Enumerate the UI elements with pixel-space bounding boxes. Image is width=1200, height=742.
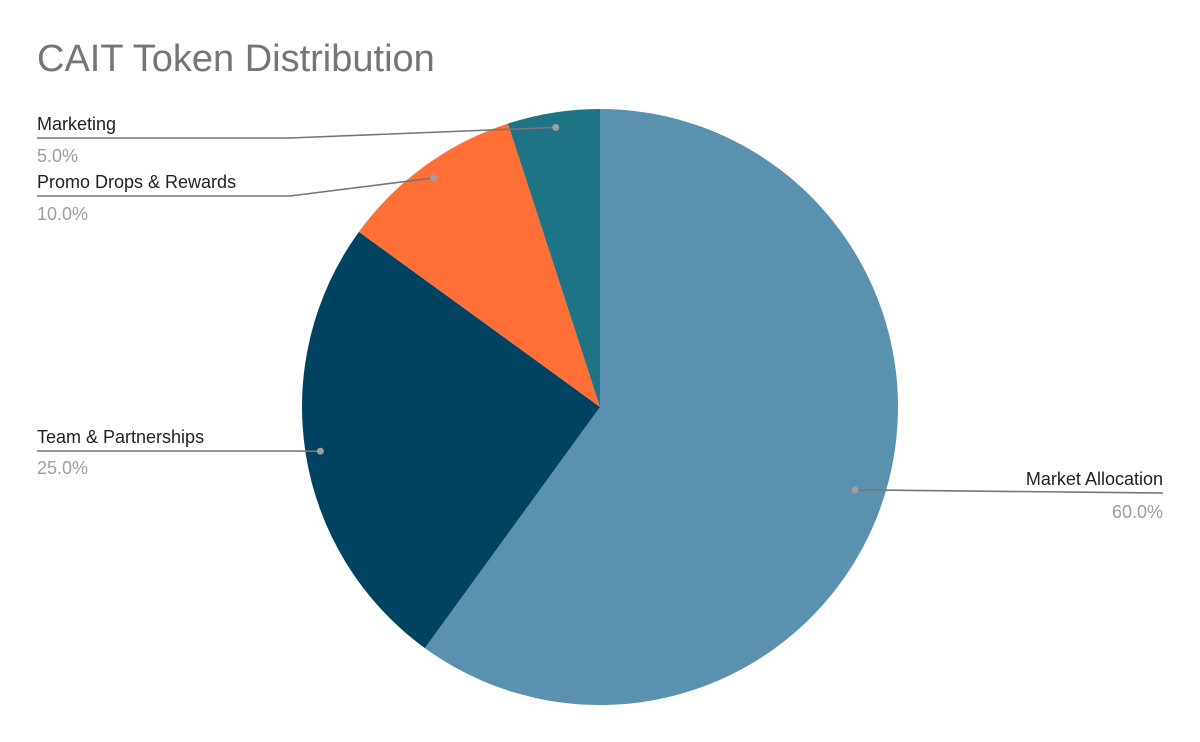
slices-layer: [302, 109, 898, 706]
leader-line-marketing: [37, 126, 556, 139]
slice-label-team-and-partnerships: Team & Partnerships: [37, 427, 204, 447]
callout-labels-layer: Market Allocation 60.0% Team & Partnership…: [37, 114, 1163, 522]
pie-slice-promo-drops-and-rewards: [358, 123, 600, 408]
slice-label-marketing: Marketing: [37, 114, 116, 134]
leader-line-market-allocation: [855, 489, 1164, 494]
slice-percent-market-allocation: 60.0%: [1112, 502, 1163, 522]
leader-dot-team-and-partnerships: [316, 447, 324, 455]
chart-title: CAIT Token Distribution: [37, 38, 435, 80]
pie-slice-market-allocation: [424, 109, 898, 706]
leader-dot-promo-drops-and-rewards: [430, 174, 438, 182]
leader-lines-layer: [37, 123, 1164, 494]
slice-percent-marketing: 5.0%: [37, 146, 78, 166]
leader-line-promo-drops-and-rewards: [37, 177, 434, 197]
pie-slice-marketing: [507, 109, 600, 407]
leader-dot-market-allocation: [851, 486, 859, 494]
pie-slice-team-and-partnerships: [302, 231, 600, 649]
slice-label-market-allocation: Market Allocation: [1026, 469, 1163, 489]
slice-percent-team-and-partnerships: 25.0%: [37, 458, 88, 478]
leader-dot-marketing: [552, 123, 560, 131]
slice-label-promo-drops-and-rewards: Promo Drops & Rewards: [37, 172, 236, 192]
slice-percent-promo-drops-and-rewards: 10.0%: [37, 204, 88, 224]
